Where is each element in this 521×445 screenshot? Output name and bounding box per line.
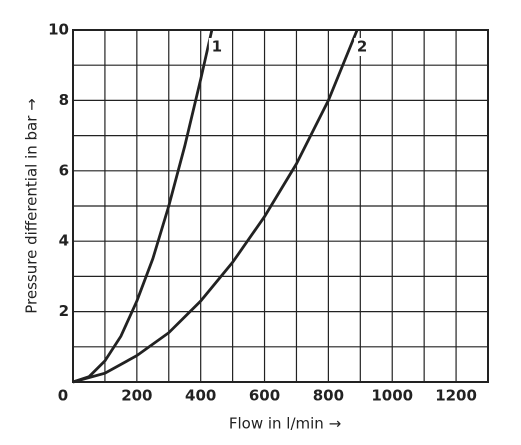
x-tick-label: 200: [121, 387, 152, 405]
series-label: 1: [212, 38, 222, 56]
label-bg: [208, 38, 225, 56]
y-tick-label: 6: [59, 161, 69, 179]
x-tick-label: 400: [185, 387, 216, 405]
x-tick-label: 800: [313, 387, 344, 405]
x-axis-label: Flow in l/min →: [229, 415, 341, 433]
y-tick-label: 2: [59, 302, 69, 320]
y-tick-label: 4: [59, 232, 69, 250]
x-tick-label: 1000: [371, 387, 413, 405]
y-tick-label: 8: [59, 91, 69, 109]
series-label: 2: [357, 38, 367, 56]
y-tick-label: 10: [48, 21, 69, 39]
x-tick-label: 0: [58, 387, 68, 405]
plot-frame: [72, 29, 489, 383]
x-tick-label: 600: [249, 387, 280, 405]
y-axis-label: Pressure differential in bar →: [23, 98, 41, 313]
curve: [72, 29, 359, 384]
label-bg: [354, 38, 371, 56]
curve: [72, 29, 214, 384]
x-tick-label: 1200: [435, 387, 477, 405]
